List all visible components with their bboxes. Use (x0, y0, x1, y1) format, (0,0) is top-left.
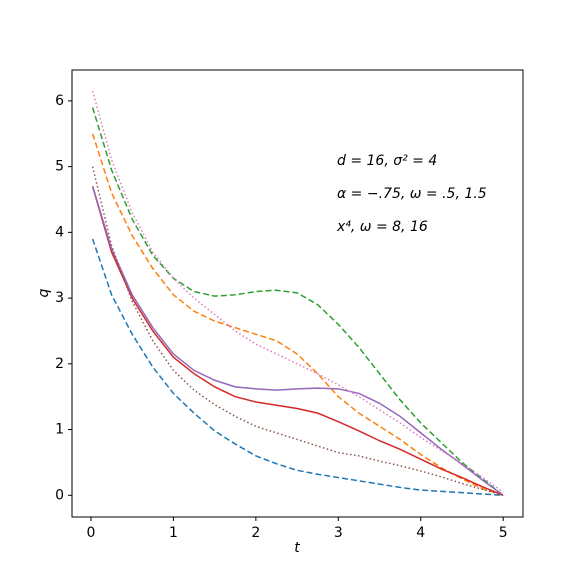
annotation: d = 16, σ² = 4 (337, 153, 437, 169)
annotation: x⁴, ω = 8, 16 (336, 219, 428, 235)
series-line (91, 186, 504, 496)
y-tick-label: 6 (55, 93, 64, 109)
y-tick-label: 5 (55, 159, 64, 175)
y-tick-label: 1 (55, 422, 64, 438)
x-tick-label: 4 (416, 525, 425, 541)
x-tick-label: 5 (499, 525, 508, 541)
series-line (91, 186, 504, 496)
x-tick-label: 3 (334, 525, 343, 541)
series-line (91, 166, 504, 497)
x-axis-label: t (294, 540, 300, 556)
series-line (91, 133, 504, 497)
y-axis-label: q (36, 288, 52, 297)
y-tick-label: 4 (55, 224, 64, 240)
series-line (91, 238, 504, 497)
y-tick-label: 0 (55, 487, 64, 503)
series-line (91, 107, 504, 496)
series-line (91, 90, 504, 493)
x-tick-label: 0 (87, 525, 96, 541)
x-tick-label: 1 (169, 525, 178, 541)
plot-frame (71, 69, 524, 518)
y-tick-label: 3 (55, 290, 64, 306)
y-tick-label: 2 (55, 356, 64, 372)
x-tick-label: 2 (251, 525, 260, 541)
annotation: α = −.75, ω = .5, 1.5 (337, 186, 487, 202)
